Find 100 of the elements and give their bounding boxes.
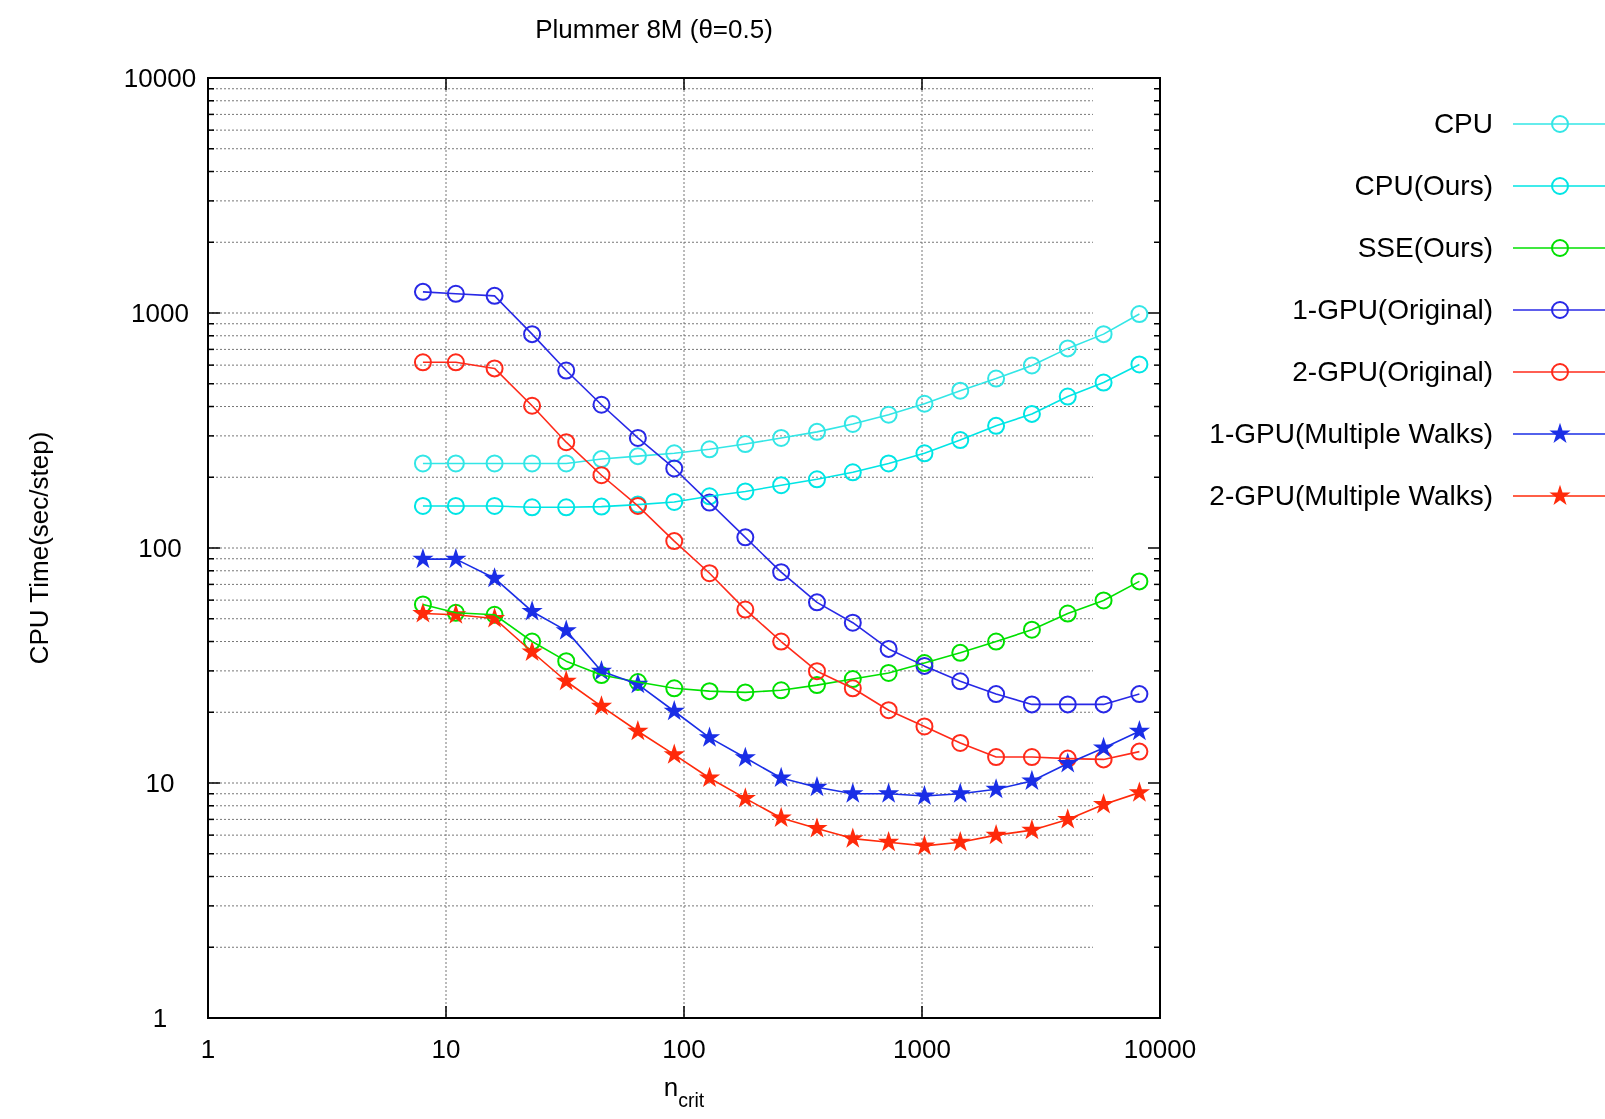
point [1058, 749, 1077, 768]
point [734, 746, 756, 767]
point [772, 428, 791, 447]
point [736, 528, 755, 547]
point [557, 498, 576, 517]
point [1092, 736, 1115, 757]
point [843, 670, 862, 689]
legend-label: CPU(Ours) [1354, 170, 1493, 201]
point [879, 639, 898, 658]
point [700, 487, 719, 506]
point [1094, 750, 1113, 769]
point [1022, 404, 1041, 423]
point [951, 672, 970, 691]
point [1130, 572, 1149, 591]
point [700, 564, 719, 583]
point [1094, 591, 1113, 610]
point [665, 679, 684, 698]
point [592, 395, 611, 414]
point [485, 286, 504, 305]
point [736, 600, 755, 619]
point [1022, 620, 1041, 639]
point [736, 683, 755, 702]
point [772, 476, 791, 495]
x-tick-label: 1 [200, 1034, 216, 1064]
point [485, 359, 504, 378]
x-tick-label: 10000 [1123, 1034, 1197, 1064]
y-tick-label: 100 [138, 533, 182, 563]
point [665, 492, 684, 511]
point [413, 282, 432, 301]
legend-label: 2-GPU(Multiple Walks) [1209, 480, 1493, 511]
point [592, 497, 611, 516]
point [1094, 695, 1113, 714]
point [665, 459, 684, 478]
point [413, 353, 432, 372]
point [951, 733, 970, 752]
point [1130, 355, 1149, 374]
point [913, 834, 936, 855]
point [807, 422, 826, 441]
point [987, 632, 1006, 651]
x-tick-label: 100 [662, 1034, 706, 1064]
point [1058, 695, 1077, 714]
point [1128, 781, 1151, 802]
point [807, 470, 826, 489]
y-tick-label: 1000 [131, 298, 189, 328]
legend-label: 1-GPU(Multiple Walks) [1209, 418, 1493, 449]
point [592, 450, 611, 469]
y-tick-label: 10000 [123, 63, 197, 93]
point [843, 613, 862, 632]
point [951, 643, 970, 662]
point [843, 679, 862, 698]
point [772, 632, 791, 651]
point [557, 361, 576, 380]
point [843, 463, 862, 482]
point [772, 681, 791, 700]
point [485, 454, 504, 473]
point [665, 532, 684, 551]
chart-title: Plummer 8M (θ=0.5) [535, 14, 773, 44]
point [1094, 325, 1113, 344]
point [987, 416, 1006, 435]
legend-label: SSE(Ours) [1357, 232, 1493, 263]
x-axis-title: n$_{crit}$ [663, 1072, 705, 1111]
point [1128, 720, 1151, 741]
point [879, 454, 898, 473]
point [592, 466, 611, 485]
point [1022, 356, 1041, 375]
legend-label: CPU [1433, 108, 1493, 139]
point [987, 685, 1006, 704]
point [807, 676, 826, 695]
point [1058, 604, 1077, 623]
x-tick-label: 10 [431, 1034, 461, 1064]
point [879, 663, 898, 682]
point [700, 440, 719, 459]
point [413, 454, 432, 473]
point [1130, 685, 1149, 704]
point [807, 662, 826, 681]
point [557, 652, 576, 671]
point [412, 602, 434, 623]
y-axis-title: CPU Time(sec/step) [24, 431, 54, 665]
point [1094, 373, 1113, 392]
point [879, 405, 898, 424]
point [1130, 305, 1149, 324]
point [1130, 742, 1149, 761]
point [736, 435, 755, 454]
point [1022, 748, 1041, 767]
point [807, 593, 826, 612]
point [1058, 339, 1077, 358]
point [915, 717, 934, 736]
point [879, 701, 898, 720]
y-tick-label: 1 [152, 1003, 168, 1033]
point [951, 381, 970, 400]
point [665, 444, 684, 463]
legend-label: 1-GPU(Original) [1292, 294, 1493, 325]
point [915, 394, 934, 413]
point [987, 748, 1006, 767]
point [628, 447, 647, 466]
point [700, 682, 719, 701]
point [485, 496, 504, 515]
point [700, 493, 719, 512]
x-tick-label: 1000 [893, 1034, 951, 1064]
point [987, 369, 1006, 388]
